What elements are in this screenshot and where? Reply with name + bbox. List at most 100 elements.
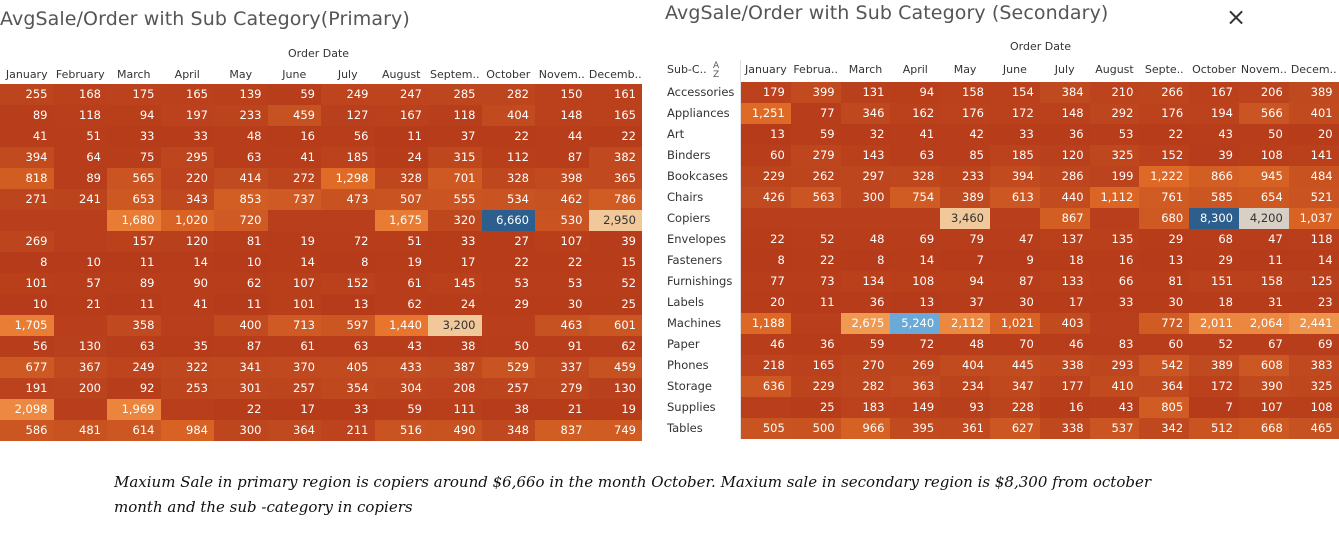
heatmap-cell[interactable]: 269 bbox=[0, 231, 54, 252]
heatmap-cell[interactable]: 191 bbox=[0, 378, 54, 399]
heatmap-cell[interactable]: 22 bbox=[741, 229, 791, 250]
heatmap-cell[interactable]: 206 bbox=[1239, 82, 1289, 103]
heatmap-cell[interactable]: 325 bbox=[1288, 376, 1339, 397]
heatmap-cell[interactable]: 1,298 bbox=[321, 168, 375, 189]
heatmap-cell[interactable]: 168 bbox=[53, 84, 107, 105]
heatmap-cell[interactable]: 64 bbox=[53, 147, 107, 168]
heatmap-cell[interactable]: 57 bbox=[53, 273, 107, 294]
heatmap-cell[interactable]: 36 bbox=[1039, 124, 1090, 145]
heatmap-cell[interactable]: 405 bbox=[321, 357, 375, 378]
heatmap-cell[interactable]: 10 bbox=[0, 294, 54, 315]
heatmap-cell[interactable]: 29 bbox=[1189, 250, 1239, 271]
heatmap-cell[interactable]: 7 bbox=[940, 250, 990, 271]
heatmap-cell[interactable]: 338 bbox=[1039, 355, 1090, 376]
heatmap-cell[interactable]: 87 bbox=[535, 147, 589, 168]
heatmap-cell[interactable]: 194 bbox=[1189, 103, 1239, 124]
heatmap-cell[interactable]: 516 bbox=[374, 420, 428, 441]
heatmap-cell[interactable]: 125 bbox=[1288, 271, 1339, 292]
heatmap-cell[interactable]: 176 bbox=[1139, 103, 1190, 124]
heatmap-cell[interactable]: 53 bbox=[481, 273, 535, 294]
heatmap-cell[interactable]: 328 bbox=[374, 168, 428, 189]
heatmap-cell[interactable] bbox=[1089, 208, 1140, 229]
heatmap-cell[interactable]: 43 bbox=[374, 336, 428, 357]
heatmap-cell[interactable]: 11 bbox=[374, 126, 428, 147]
heatmap-cell[interactable]: 211 bbox=[321, 420, 375, 441]
heatmap-cell[interactable]: 382 bbox=[588, 147, 642, 168]
heatmap-cell[interactable]: 107 bbox=[535, 231, 589, 252]
heatmap-cell[interactable]: 157 bbox=[107, 231, 161, 252]
heatmap-cell[interactable]: 112 bbox=[481, 147, 535, 168]
heatmap-cell[interactable]: 51 bbox=[374, 231, 428, 252]
heatmap-cell[interactable]: 271 bbox=[0, 189, 54, 210]
heatmap-cell[interactable]: 364 bbox=[1139, 376, 1190, 397]
heatmap-cell[interactable]: 63 bbox=[107, 336, 161, 357]
heatmap-cell[interactable]: 367 bbox=[53, 357, 107, 378]
heatmap-cell[interactable]: 33 bbox=[990, 124, 1040, 145]
heatmap-cell[interactable]: 9 bbox=[990, 250, 1040, 271]
heatmap-cell[interactable]: 16 bbox=[267, 126, 321, 147]
heatmap-cell[interactable]: 218 bbox=[741, 355, 791, 376]
heatmap-cell[interactable]: 62 bbox=[374, 294, 428, 315]
heatmap-cell[interactable]: 10 bbox=[53, 252, 107, 273]
heatmap-cell[interactable]: 89 bbox=[0, 105, 54, 126]
heatmap-cell[interactable]: 530 bbox=[535, 210, 589, 231]
heatmap-cell[interactable]: 20 bbox=[741, 292, 791, 313]
heatmap-cell[interactable]: 94 bbox=[107, 105, 161, 126]
heatmap-cell[interactable]: 1,112 bbox=[1089, 187, 1140, 208]
heatmap-cell[interactable] bbox=[0, 210, 54, 231]
heatmap-cell[interactable]: 315 bbox=[428, 147, 482, 168]
heatmap-cell[interactable]: 137 bbox=[1039, 229, 1090, 250]
heatmap-cell[interactable]: 17 bbox=[428, 252, 482, 273]
heatmap-cell[interactable]: 46 bbox=[1039, 334, 1090, 355]
heatmap-cell[interactable]: 208 bbox=[428, 378, 482, 399]
heatmap-cell[interactable]: 61 bbox=[267, 336, 321, 357]
heatmap-cell[interactable]: 108 bbox=[890, 271, 941, 292]
heatmap-cell[interactable] bbox=[741, 397, 791, 418]
heatmap-cell[interactable]: 1,440 bbox=[374, 315, 428, 336]
heatmap-cell[interactable]: 654 bbox=[1239, 187, 1289, 208]
heatmap-cell[interactable]: 25 bbox=[588, 294, 642, 315]
heatmap-cell[interactable]: 1,675 bbox=[374, 210, 428, 231]
heatmap-cell[interactable]: 41 bbox=[0, 126, 54, 147]
heatmap-cell[interactable]: 229 bbox=[790, 376, 841, 397]
heatmap-cell[interactable]: 11 bbox=[107, 252, 161, 273]
heatmap-cell[interactable]: 1,969 bbox=[107, 399, 161, 420]
heatmap-cell[interactable]: 179 bbox=[741, 82, 791, 103]
heatmap-cell[interactable]: 165 bbox=[588, 105, 642, 126]
heatmap-cell[interactable]: 3,200 bbox=[428, 315, 482, 336]
heatmap-cell[interactable]: 2,064 bbox=[1239, 313, 1289, 334]
heatmap-cell[interactable]: 337 bbox=[535, 357, 589, 378]
heatmap-cell[interactable]: 39 bbox=[588, 231, 642, 252]
heatmap-cell[interactable]: 8 bbox=[741, 250, 791, 271]
heatmap-cell[interactable]: 85 bbox=[940, 145, 990, 166]
heatmap-cell[interactable]: 585 bbox=[1189, 187, 1239, 208]
heatmap-cell[interactable]: 143 bbox=[840, 145, 891, 166]
heatmap-cell[interactable]: 72 bbox=[321, 231, 375, 252]
heatmap-cell[interactable]: 148 bbox=[535, 105, 589, 126]
heatmap-cell[interactable]: 41 bbox=[160, 294, 214, 315]
heatmap-cell[interactable]: 14 bbox=[267, 252, 321, 273]
heatmap-cell[interactable]: 338 bbox=[1039, 418, 1090, 439]
heatmap-cell[interactable]: 37 bbox=[428, 126, 482, 147]
heatmap-cell[interactable]: 481 bbox=[53, 420, 107, 441]
heatmap-cell[interactable]: 253 bbox=[160, 378, 214, 399]
close-icon[interactable]: × bbox=[1225, 3, 1247, 31]
heatmap-cell[interactable]: 36 bbox=[790, 334, 841, 355]
heatmap-cell[interactable]: 33 bbox=[321, 399, 375, 420]
heatmap-cell[interactable]: 70 bbox=[990, 334, 1040, 355]
heatmap-cell[interactable]: 521 bbox=[1288, 187, 1339, 208]
heatmap-cell[interactable]: 22 bbox=[481, 126, 535, 147]
heatmap-cell[interactable]: 14 bbox=[890, 250, 941, 271]
heatmap-cell[interactable]: 818 bbox=[0, 168, 54, 189]
heatmap-cell[interactable]: 8 bbox=[840, 250, 891, 271]
heatmap-cell[interactable]: 130 bbox=[53, 336, 107, 357]
heatmap-cell[interactable]: 249 bbox=[321, 84, 375, 105]
heatmap-cell[interactable] bbox=[481, 315, 535, 336]
heatmap-cell[interactable]: 404 bbox=[940, 355, 990, 376]
heatmap-cell[interactable]: 14 bbox=[160, 252, 214, 273]
heatmap-cell[interactable]: 1,680 bbox=[107, 210, 161, 231]
heatmap-cell[interactable] bbox=[267, 210, 321, 231]
heatmap-cell[interactable]: 555 bbox=[428, 189, 482, 210]
heatmap-cell[interactable]: 48 bbox=[840, 229, 891, 250]
heatmap-cell[interactable]: 22 bbox=[481, 252, 535, 273]
